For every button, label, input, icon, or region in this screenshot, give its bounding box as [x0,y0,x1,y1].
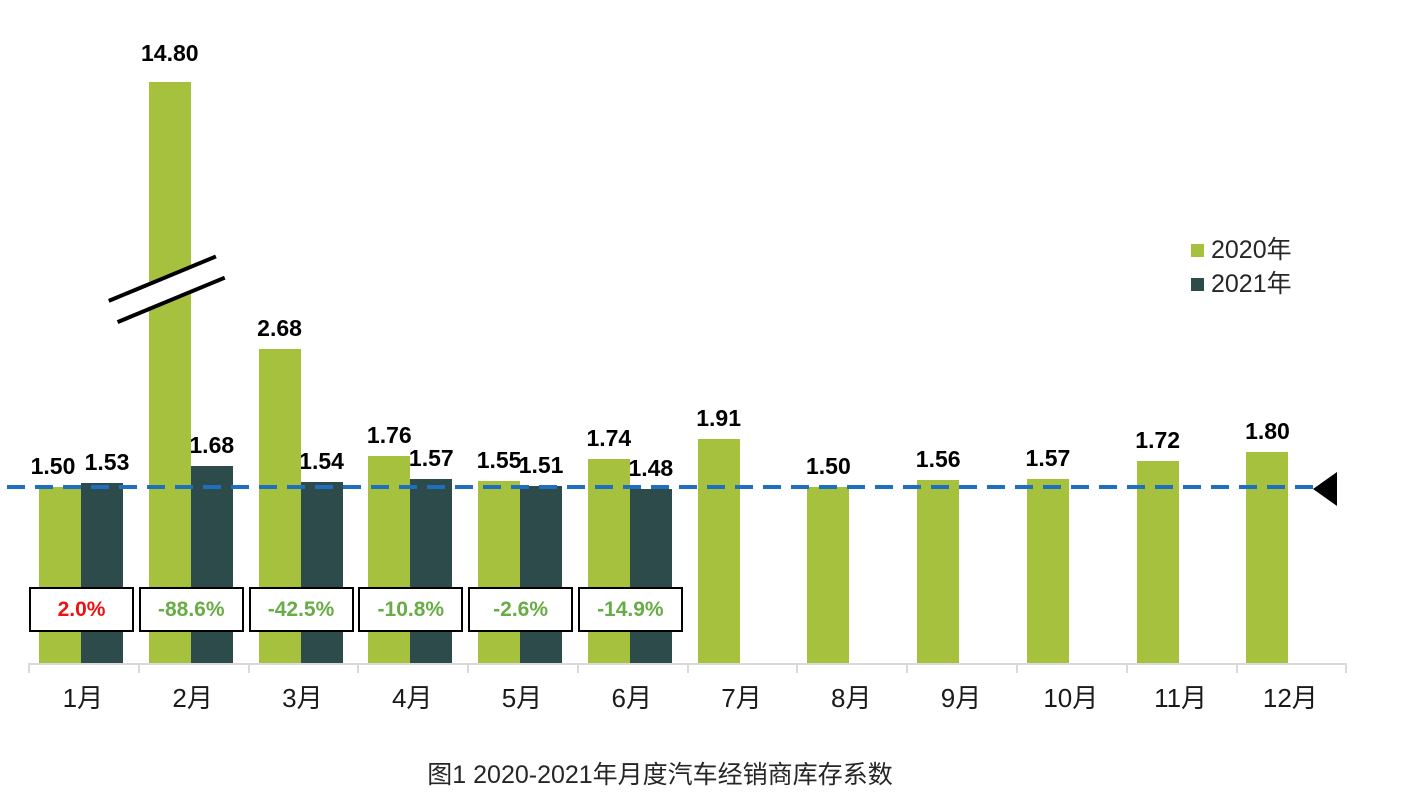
x-axis-tick [686,663,689,673]
legend-swatch-2021-icon [1191,278,1204,291]
x-axis-tick [28,663,30,673]
x-axis-tick [1345,663,1348,673]
x-tick-label-6月: 6月 [611,683,652,713]
yoy-change-box-2月: -88.6% [138,587,244,632]
bar-2020年-9月 [917,479,960,663]
bar-2020年-2月 [148,82,191,663]
x-axis-tick [357,663,360,673]
x-tick-label-5月: 5月 [501,683,543,713]
legend-swatch-2020-icon [1191,244,1204,257]
x-axis-tick [247,663,250,673]
chart-title: 图1 2020-2021年月度汽车经销商库存系数 [427,761,893,789]
value-label-2021年-3月: 1.54 [299,448,344,475]
bar-2020年-7月 [697,438,740,663]
x-tick-label-3月: 3月 [282,683,323,713]
x-axis-line [28,663,1346,665]
bar-2020年-8月 [807,487,850,663]
bar-2020年-1月 [39,487,81,663]
x-axis-tick [1125,663,1128,673]
value-label-2020年-9月: 1.56 [915,445,961,472]
x-axis-tick [1235,663,1238,673]
x-tick-label-1月: 1月 [62,683,104,713]
x-tick-label-11月: 11月 [1154,683,1208,713]
reference-triangle-marker-icon [1313,472,1337,506]
yoy-change-box-4月: -10.8% [358,587,464,632]
x-axis-tick [137,663,140,673]
legend-item-2020: 2020年 [1191,237,1292,264]
value-label-2021年-5月: 1.51 [518,451,564,478]
x-axis-tick [1015,663,1018,673]
value-label-2020年-2月: 14.80 [140,40,199,66]
yoy-change-box-5月: -2.6% [468,587,574,632]
bar-2021年-4月 [410,478,453,663]
yoy-change-box-1月: 2.0% [29,587,134,632]
bar-2021年-1月 [81,483,123,663]
x-axis-tick [576,663,579,673]
value-label-2021年-1月: 1.53 [84,449,130,476]
legend-label-2020: 2020年 [1211,236,1292,264]
x-axis-tick [467,663,470,673]
x-tick-label-9月: 9月 [940,683,982,713]
value-label-2020年-6月: 1.74 [586,424,632,451]
value-label-2020年-3月: 2.68 [257,314,302,341]
x-tick-label-4月: 4月 [391,683,433,713]
value-label-2020年-4月: 1.76 [366,422,412,449]
x-tick-label-10月: 10月 [1043,683,1099,713]
value-label-2020年-8月: 1.50 [805,453,851,479]
value-label-2020年-12月: 1.80 [1245,417,1290,444]
yoy-change-box-6月: -14.9% [577,587,683,632]
value-label-2021年-2月: 1.68 [189,431,235,458]
value-label-2021年-6月: 1.48 [628,455,674,482]
bar-2020年-5月 [478,481,521,663]
legend-item-2021: 2021年 [1191,271,1292,298]
bar-2020年-6月 [587,458,630,663]
value-label-2020年-11月: 1.72 [1135,427,1181,454]
x-tick-label-7月: 7月 [721,683,762,713]
reference-dashed-line [7,485,1313,489]
bar-2021年-3月 [300,482,343,663]
x-tick-label-8月: 8月 [831,683,872,713]
legend-label-2021: 2021年 [1211,270,1292,298]
x-axis-tick [796,663,799,673]
bar-2020年-10月 [1026,478,1069,663]
x-axis-tick [906,663,909,673]
value-label-2021年-4月: 1.57 [408,444,454,471]
legend: 2020年 2021年 [1191,237,1292,305]
yoy-change-box-3月: -42.5% [248,587,354,632]
bar-2020年-11月 [1136,461,1179,663]
bar-2021年-2月 [190,465,233,663]
bar-2021年-6月 [629,489,672,663]
value-label-2020年-1月: 1.50 [30,453,76,479]
value-label-2020年-7月: 1.91 [696,404,741,431]
value-label-2020年-10月: 1.57 [1025,444,1071,471]
x-tick-label-2月: 2月 [172,683,213,713]
bar-2021年-5月 [520,485,563,663]
bar-2020年-12月 [1246,451,1289,663]
x-tick-label-12月: 12月 [1262,683,1318,713]
value-label-2020年-5月: 1.55 [476,447,522,474]
